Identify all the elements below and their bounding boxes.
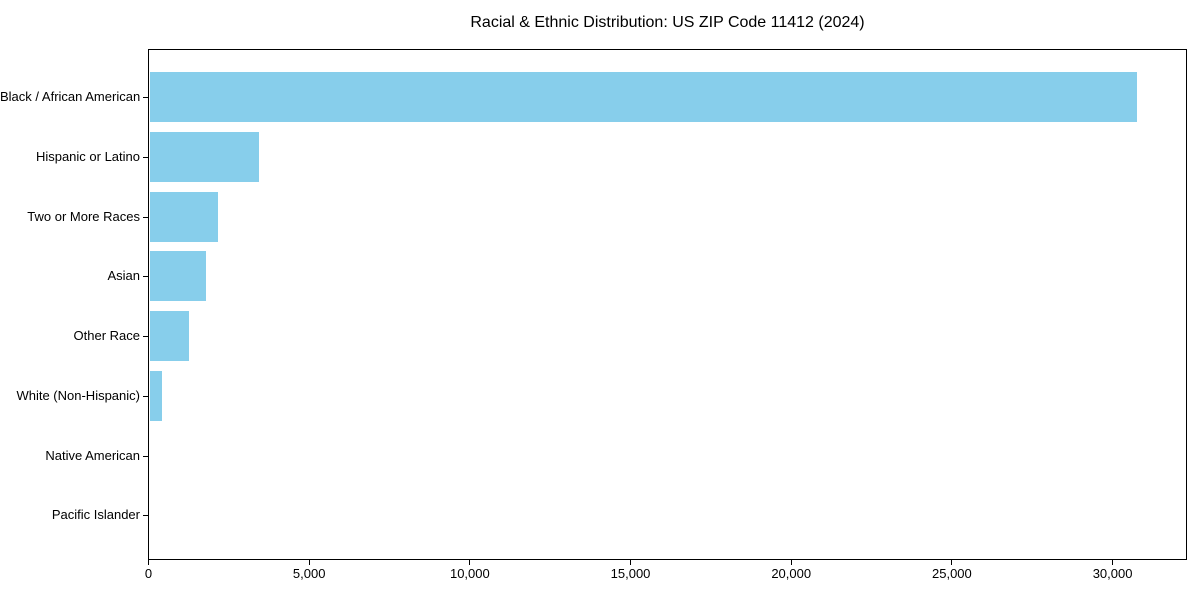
bar-two-or-more-races — [149, 191, 218, 242]
bar-hispanic-or-latino — [149, 132, 259, 182]
x-tick-15000 — [630, 559, 632, 565]
x-tick-5000 — [308, 559, 310, 565]
plot-area — [148, 49, 1187, 560]
x-tick-label-0: 0 — [144, 566, 153, 581]
y-tick-native-american — [142, 456, 149, 457]
bar-white-non-hispanic — [149, 370, 162, 421]
x-tick-label-20000: 20,000 — [771, 566, 812, 581]
x-tick-label-10000: 10,000 — [449, 566, 490, 581]
y-label-white-non-hispanic: White (Non-Hispanic) — [16, 387, 140, 403]
x-tick-label-30000: 30,000 — [1092, 566, 1133, 581]
x-tick-label-25000: 25,000 — [932, 566, 972, 581]
x-tick-20000 — [790, 559, 792, 565]
y-tick-asian — [142, 276, 149, 277]
y-tick-hispanic-or-latino — [142, 157, 149, 158]
y-label-hispanic-or-latino: Hispanic or Latino — [35, 149, 140, 164]
x-tick-label-5000: 5,000 — [292, 566, 326, 581]
x-tick-label-15000: 15,000 — [610, 566, 651, 581]
x-tick-25000 — [951, 559, 953, 565]
y-label-native-american: Native American — [45, 447, 140, 463]
x-tick-30000 — [1112, 559, 1114, 565]
y-tick-other-race — [142, 336, 149, 337]
y-label-pacific-islander: Pacific Islander — [51, 507, 140, 523]
bar-other-race — [149, 311, 189, 362]
bar-asian — [149, 251, 207, 302]
y-tick-white-non-hispanic — [142, 396, 149, 397]
x-tick-10000 — [469, 559, 471, 565]
y-tick-two-or-more-races — [142, 217, 149, 218]
y-label-asian: Asian — [107, 268, 140, 284]
y-label-two-or-more-races: Two or More Races — [27, 208, 140, 224]
chart-title: Racial & Ethnic Distribution: US ZIP Cod… — [470, 14, 865, 31]
y-label-other-race: Other Race — [73, 328, 140, 344]
y-tick-pacific-islander — [142, 515, 149, 516]
y-tick-black-african-american — [142, 97, 149, 98]
x-tick-0 — [148, 559, 149, 565]
bar-black-african-american — [149, 72, 1137, 123]
y-label-black-african-american: Black / African American — [0, 89, 141, 105]
